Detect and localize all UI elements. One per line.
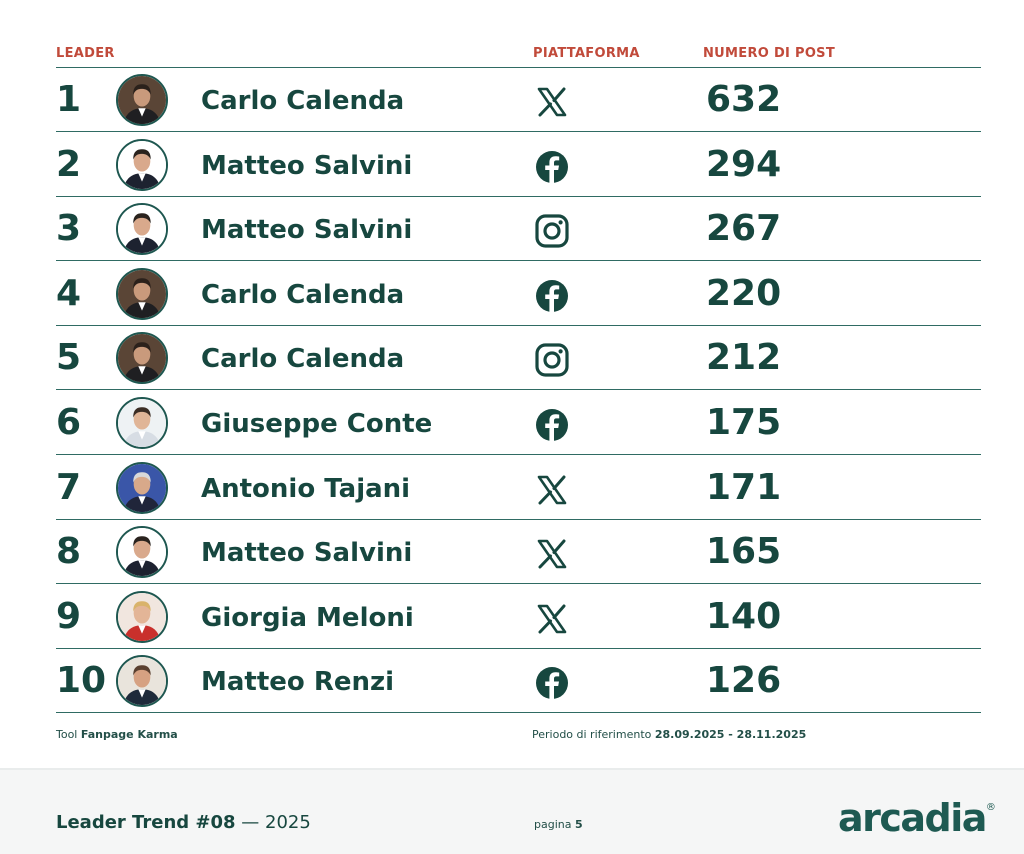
table-row: 3 Matteo Salvini 267: [56, 197, 981, 262]
facebook-icon: [534, 407, 570, 443]
facebook-icon: [534, 665, 570, 701]
report-year: 2025: [265, 812, 311, 833]
rank-number: 5: [56, 337, 82, 379]
post-count: 212: [706, 337, 782, 379]
post-count: 140: [706, 595, 782, 637]
leader-column-header: LEADER: [56, 46, 115, 61]
table-row: 10 Matteo Renzi 126: [56, 649, 981, 714]
arcadia-logo: arcadia®: [838, 796, 996, 840]
leader-name: Carlo Calenda: [201, 279, 405, 310]
rank-number: 8: [56, 531, 82, 573]
reference-period: Periodo di riferimento 28.09.2025 - 28.1…: [532, 728, 807, 741]
x-icon: [534, 601, 570, 637]
instagram-icon: [534, 342, 570, 378]
rank-number: 1: [56, 79, 82, 120]
post-count: 632: [706, 79, 782, 120]
table-row: 9 Giorgia Meloni 140: [56, 585, 981, 649]
x-icon: [534, 84, 570, 120]
report-series: Leader Trend #08: [56, 812, 236, 833]
post-count: 165: [706, 531, 782, 573]
source-tool: Fanpage Karma: [80, 728, 178, 741]
leader-name: Giorgia Meloni: [201, 602, 414, 633]
leader-avatar: [116, 526, 168, 579]
x-icon: [534, 472, 570, 508]
leader-avatar: [116, 203, 168, 256]
rank-number: 2: [56, 143, 82, 185]
leader-avatar: [116, 138, 168, 191]
post-count: 171: [706, 466, 782, 508]
leader-name: Carlo Calenda: [201, 344, 405, 375]
leader-name: Carlo Calenda: [201, 86, 405, 116]
rank-number: 4: [56, 272, 82, 314]
facebook-icon: [534, 149, 570, 185]
table-row: 4 Carlo Calenda 220: [56, 262, 981, 326]
post-count: 220: [706, 272, 782, 314]
table-row: 7 Antonio Tajani 171: [56, 456, 981, 520]
table-row: 2 Matteo Salvini 294: [56, 133, 981, 197]
rank-number: 6: [56, 402, 82, 443]
post-count: 294: [706, 143, 782, 185]
rank-number: 3: [56, 208, 82, 250]
leader-avatar: [116, 397, 168, 449]
post-count: 126: [706, 660, 782, 702]
leader-name: Matteo Salvini: [201, 215, 413, 246]
leader-name: Matteo Renzi: [201, 667, 395, 698]
rank-number: 7: [56, 466, 82, 508]
instagram-icon: [534, 213, 570, 249]
leader-avatar: [116, 461, 168, 514]
page-footer: Leader Trend #08 — 2025 pagina 5 arcadia…: [0, 768, 1024, 854]
leader-name: Giuseppe Conte: [201, 409, 433, 439]
source-note: Tool Fanpage Karma: [56, 728, 178, 741]
posts-column-header: NUMERO DI POST: [703, 46, 836, 61]
period-range: 28.09.2025 - 28.11.2025: [654, 728, 807, 741]
leader-name: Antonio Tajani: [201, 473, 411, 504]
table-row: 5 Carlo Calenda 212: [56, 326, 981, 391]
leader-name: Matteo Salvini: [201, 150, 413, 181]
leader-avatar: [116, 267, 168, 320]
leader-avatar: [116, 655, 168, 708]
post-count: 267: [706, 208, 782, 250]
x-icon: [534, 536, 570, 572]
report-title: Leader Trend #08 — 2025: [56, 812, 311, 833]
facebook-icon: [534, 278, 570, 314]
table-header: LEADER PIATTAFORMA NUMERO DI POST: [56, 46, 981, 68]
leader-avatar: [116, 590, 168, 643]
table-row: 8 Matteo Salvini 165: [56, 520, 981, 585]
rank-number: 9: [56, 595, 82, 637]
leader-avatar: [116, 74, 168, 126]
platform-column-header: PIATTAFORMA: [533, 46, 640, 61]
rank-number: 10: [56, 660, 107, 702]
page-number: pagina 5: [534, 818, 583, 831]
leader-avatar: [116, 332, 168, 385]
post-count: 175: [706, 402, 782, 443]
table-row: 1 Carlo Calenda 632: [56, 68, 981, 132]
leader-name: Matteo Salvini: [201, 538, 413, 569]
table-row: 6 Giuseppe Conte 175: [56, 391, 981, 455]
